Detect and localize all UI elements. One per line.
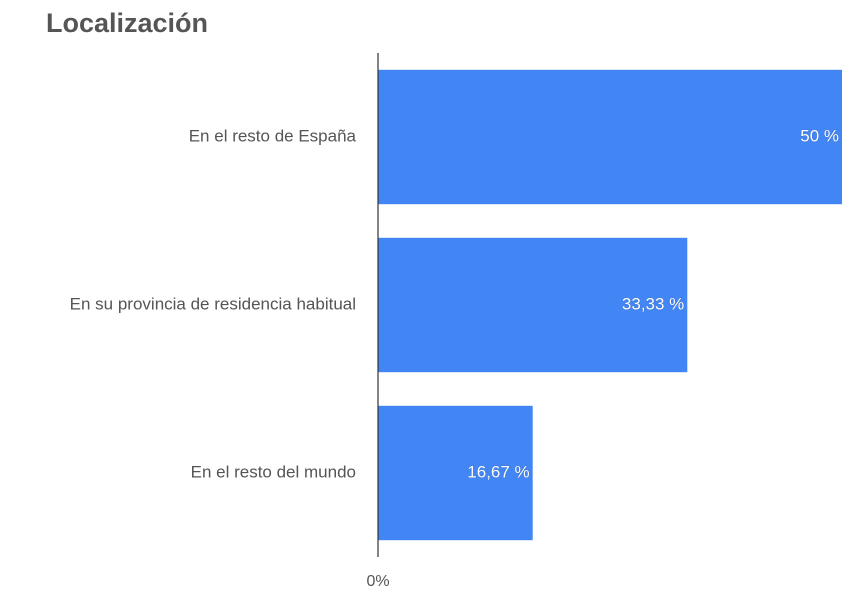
data-label: 33,33 %	[622, 294, 684, 313]
y-tick-label: En su provincia de residencia habitual	[70, 294, 356, 313]
data-label: 50 %	[800, 126, 839, 145]
chart-title: Localización	[46, 8, 208, 38]
bar	[378, 237, 688, 373]
bar	[378, 69, 842, 205]
bar	[378, 405, 533, 541]
y-tick-label: En el resto de España	[189, 126, 357, 145]
x-tick-label: 0%	[366, 573, 389, 590]
y-tick-label: En el resto del mundo	[191, 462, 356, 481]
data-label: 16,67 %	[467, 462, 529, 481]
